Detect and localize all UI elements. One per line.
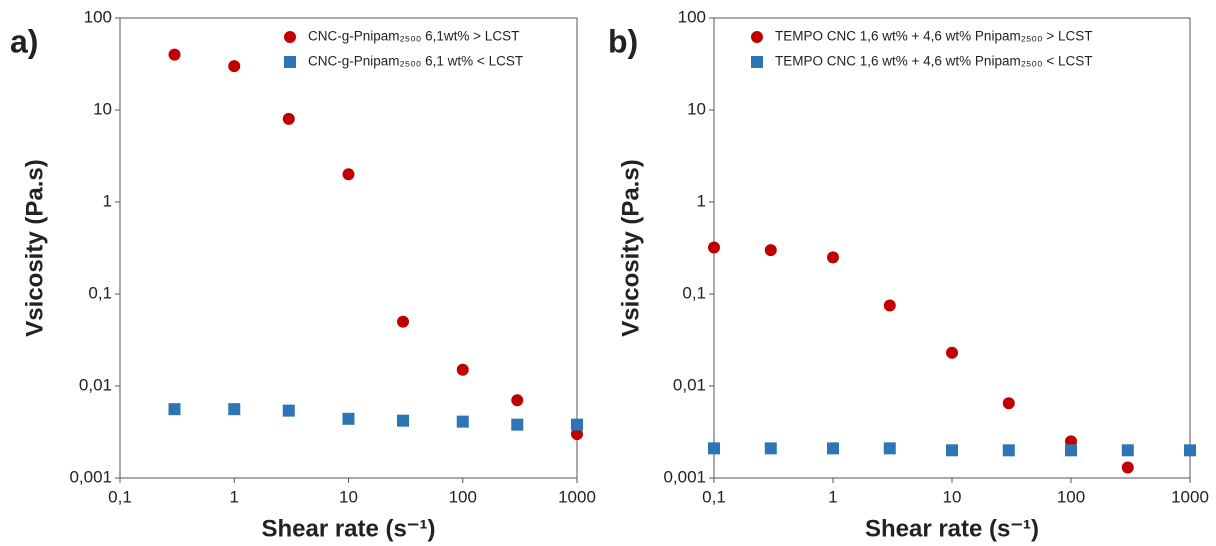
data-point: [883, 442, 896, 455]
data-point: [1002, 397, 1015, 410]
data-point: [571, 418, 583, 431]
y-axis-title: Vsicosity (Pa.s): [21, 159, 48, 336]
y-tick-label: 10: [93, 99, 112, 118]
x-tick-label: 10: [339, 487, 358, 506]
legend-label: CNC-g-Pnipam₂₅₀₀ 6,1wt% > LCST: [308, 29, 519, 44]
x-tick-label: 1: [230, 487, 239, 506]
y-tick-label: 0,01: [79, 375, 112, 394]
data-point: [1121, 444, 1134, 457]
data-point: [228, 403, 241, 416]
data-point: [282, 404, 295, 417]
legend-marker: [284, 31, 296, 43]
data-point: [946, 346, 958, 359]
data-point: [1065, 444, 1077, 457]
data-point: [883, 299, 896, 312]
legend-label: TEMPO CNC 1,6 wt% + 4,6 wt% Pnipam₂₅₀₀ >…: [775, 29, 1092, 44]
data-point: [456, 363, 469, 376]
data-point: [228, 60, 241, 73]
legend-marker: [751, 31, 763, 43]
data-point: [511, 418, 524, 431]
data-point: [168, 403, 181, 416]
data-point: [397, 414, 410, 427]
legend-label: TEMPO CNC 1,6 wt% + 4,6 wt% Pnipam₂₅₀₀ <…: [775, 54, 1092, 69]
data-point: [827, 251, 839, 264]
panel-label: b): [608, 23, 638, 59]
y-tick-label: 0,1: [682, 283, 706, 302]
data-point: [708, 241, 720, 254]
x-tick-label: 10: [943, 487, 962, 506]
data-point: [708, 442, 720, 455]
y-tick-label: 10: [687, 99, 706, 118]
legend-marker: [284, 56, 296, 68]
y-tick-label: 1: [697, 191, 706, 210]
data-point: [1002, 444, 1015, 457]
legend-label: CNC-g-Pnipam₂₅₀₀ 6,1 wt% < LCST: [308, 54, 523, 69]
legend-marker: [751, 56, 763, 68]
data-point: [946, 444, 958, 457]
x-tick-label: 100: [449, 487, 477, 506]
y-tick-label: 0,001: [69, 467, 112, 486]
data-point: [456, 415, 469, 428]
x-axis-title: Shear rate (s⁻¹): [261, 515, 435, 542]
x-axis-title: Shear rate (s⁻¹): [865, 515, 1039, 542]
data-point: [764, 244, 777, 257]
data-point: [342, 412, 355, 425]
y-tick-label: 100: [678, 7, 706, 26]
y-tick-label: 0,001: [663, 467, 706, 486]
x-tick-label: 1: [828, 487, 837, 506]
y-tick-label: 100: [84, 7, 112, 26]
panel-label: a): [10, 23, 38, 59]
data-point: [1121, 461, 1134, 474]
data-point: [764, 442, 777, 455]
data-point: [282, 112, 295, 125]
x-tick-label: 1000: [558, 487, 596, 506]
x-tick-label: 100: [1057, 487, 1085, 506]
data-point: [1184, 444, 1196, 457]
data-point: [342, 168, 355, 181]
x-tick-label: 1000: [1171, 487, 1209, 506]
x-tick-label: 0,1: [702, 487, 726, 506]
y-tick-label: 0,01: [673, 375, 706, 394]
x-tick-label: 0,1: [108, 487, 132, 506]
y-axis-title: Vsicosity (Pa.s): [617, 159, 644, 336]
data-point: [397, 315, 410, 328]
y-tick-label: 0,1: [88, 283, 112, 302]
data-point: [511, 394, 524, 407]
data-point: [571, 428, 583, 441]
plot-frame: [119, 17, 578, 479]
y-tick-label: 1: [103, 191, 112, 210]
data-point: [827, 442, 839, 455]
data-point: [168, 48, 181, 61]
plot-frame: [713, 17, 1191, 479]
